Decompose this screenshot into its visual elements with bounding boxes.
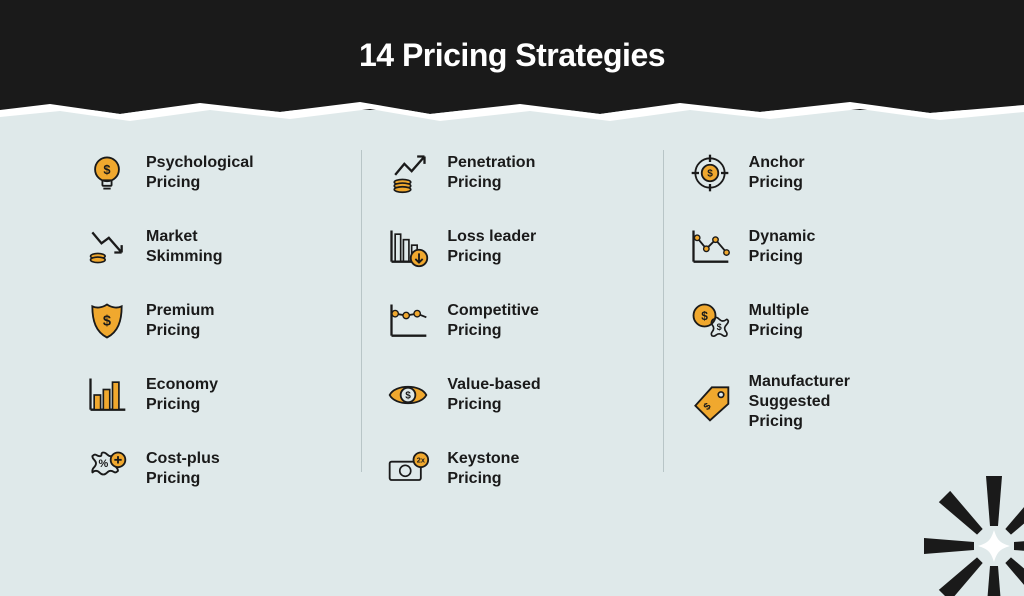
line-dots-icon: [385, 298, 431, 344]
strategy-costplus: % Cost-plusPricing: [84, 446, 337, 492]
strategy-psychological: $ PsychologicalPricing: [84, 150, 337, 196]
strategy-label: PenetrationPricing: [447, 153, 535, 193]
strategy-label: KeystonePricing: [447, 449, 519, 489]
strategy-valuebased: $ Value-basedPricing: [385, 372, 638, 418]
header: 14 Pricing Strategies: [0, 0, 1024, 110]
svg-text:$: $: [406, 391, 412, 402]
percent-plus-icon: %: [84, 446, 130, 492]
column-2: PenetrationPricing Loss leaderPricing: [361, 150, 662, 492]
strategy-economy: EconomyPricing: [84, 372, 337, 418]
target-dollar-icon: $: [687, 150, 733, 196]
strategy-label: Cost-plusPricing: [146, 449, 220, 489]
strategy-label: PsychologicalPricing: [146, 153, 254, 193]
strategy-label: MarketSkimming: [146, 227, 222, 267]
strategy-label: CompetitivePricing: [447, 301, 539, 341]
dynamic-chart-icon: [687, 224, 733, 270]
column-1: $ PsychologicalPricing MarketSkimming: [60, 150, 361, 492]
column-3: $ AnchorPricing DynamicPric: [663, 150, 964, 492]
shield-dollar-icon: $: [84, 298, 130, 344]
strategy-lossleader: Loss leaderPricing: [385, 224, 638, 270]
bars-up-icon: [84, 372, 130, 418]
double-coin-icon: $ $: [687, 298, 733, 344]
strategy-label: AnchorPricing: [749, 153, 805, 193]
svg-text:$: $: [701, 309, 708, 323]
svg-text:$: $: [103, 314, 111, 330]
bars-down-arrow-icon: [385, 224, 431, 270]
strategy-label: PremiumPricing: [146, 301, 214, 341]
strategy-penetration: PenetrationPricing: [385, 150, 638, 196]
lightbulb-dollar-icon: $: [84, 150, 130, 196]
strategy-label: Loss leaderPricing: [447, 227, 536, 267]
arrow-up-coins-icon: [385, 150, 431, 196]
svg-text:$: $: [716, 322, 721, 332]
strategy-competitive: CompetitivePricing: [385, 298, 638, 344]
strategy-skimming: MarketSkimming: [84, 224, 337, 270]
burst-decoration: [904, 456, 1024, 596]
strategy-label: DynamicPricing: [749, 227, 816, 267]
skimming-icon: [84, 224, 130, 270]
page-title: 14 Pricing Strategies: [359, 37, 665, 74]
strategy-msrp: $ ManufacturerSuggestedPricing: [687, 372, 940, 432]
strategy-label: Value-basedPricing: [447, 375, 540, 415]
content-grid: $ PsychologicalPricing MarketSkimming: [0, 110, 1024, 492]
eye-dollar-icon: $: [385, 372, 431, 418]
svg-text:%: %: [98, 458, 108, 470]
strategy-dynamic: DynamicPricing: [687, 224, 940, 270]
strategy-keystone: 2x KeystonePricing: [385, 446, 638, 492]
strategy-anchor: $ AnchorPricing: [687, 150, 940, 196]
price-tag-icon: $: [687, 379, 733, 425]
strategy-label: MultiplePricing: [749, 301, 809, 341]
svg-text:$: $: [103, 162, 110, 177]
svg-text:2x: 2x: [417, 456, 426, 465]
cash-2x-icon: 2x: [385, 446, 431, 492]
strategy-label: EconomyPricing: [146, 375, 218, 415]
strategy-label: ManufacturerSuggestedPricing: [749, 372, 850, 432]
strategy-multiple: $ $ MultiplePricing: [687, 298, 940, 344]
strategy-premium: $ PremiumPricing: [84, 298, 337, 344]
svg-text:$: $: [707, 169, 713, 180]
